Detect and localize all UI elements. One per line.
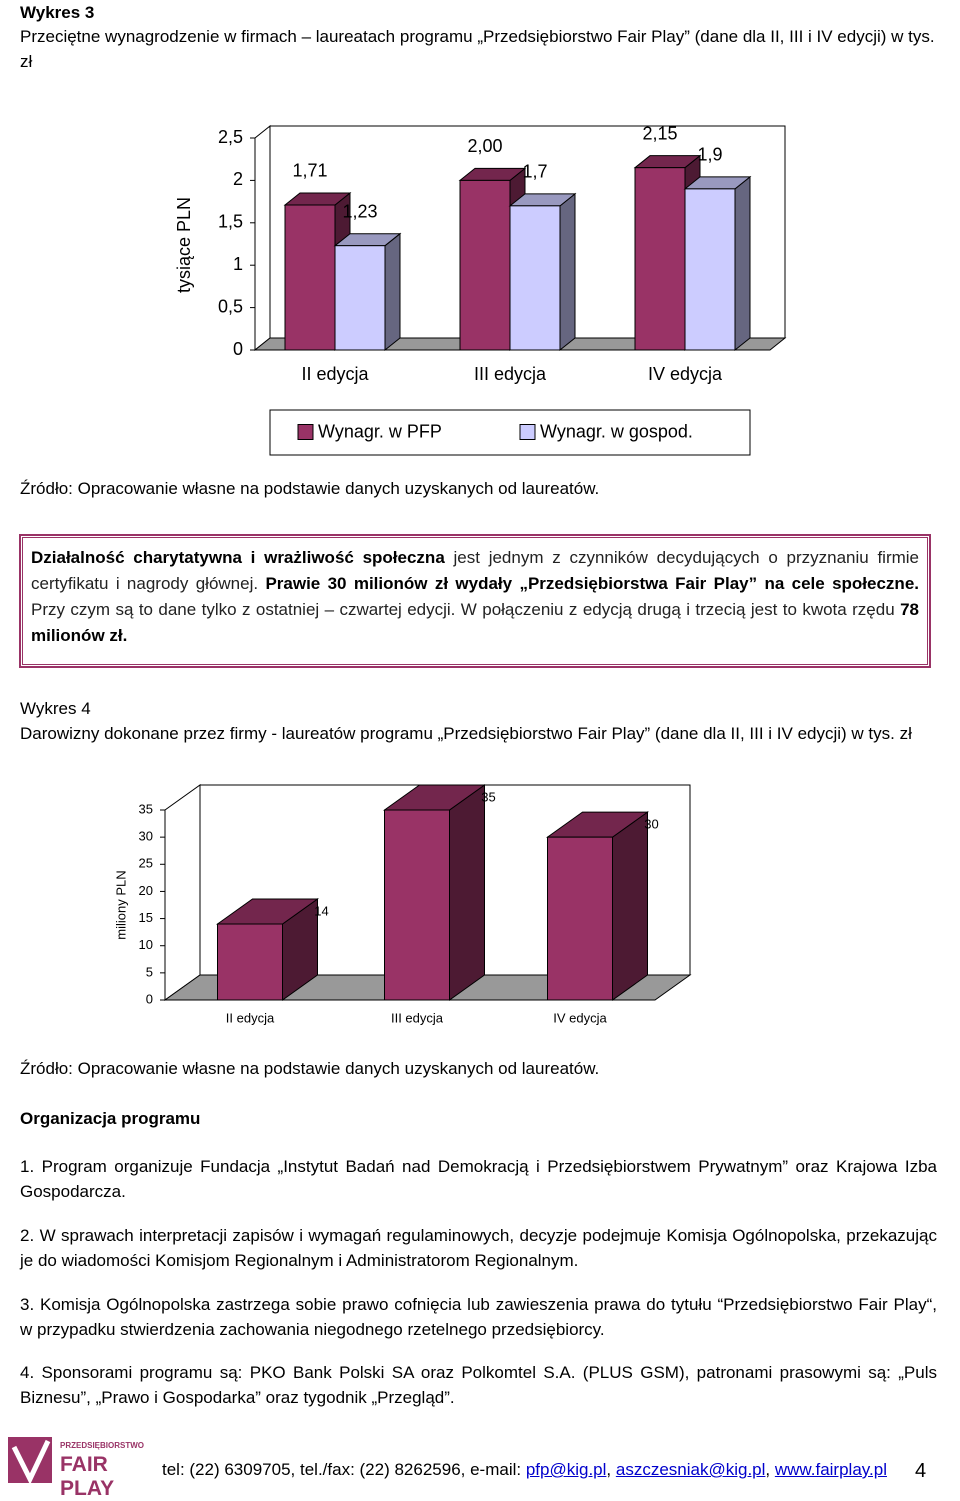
y-tick-label: 15: [139, 910, 153, 925]
y-axis-label: tysiące PLN: [174, 197, 194, 293]
legend-label: Wynagr. w PFP: [318, 421, 442, 441]
y-tick-label: 20: [139, 883, 153, 898]
footer-text: ,: [765, 1460, 775, 1479]
y-tick-label: 2,5: [218, 127, 243, 147]
chart-label: Wykres 4: [20, 699, 91, 718]
bar: [684, 188, 736, 351]
bar-side: [449, 784, 485, 1001]
y-tick-label: 35: [139, 801, 153, 816]
bar: [459, 179, 511, 351]
y-tick-label: 0: [146, 991, 153, 1006]
y-tick-label: 10: [139, 937, 153, 952]
source: Źródło: Opracowanie własne na podstawie …: [20, 1059, 600, 1078]
x-tick-label: IV edycja: [648, 364, 723, 384]
logo-main: FAIR PLAY: [60, 1453, 115, 1500]
y-tick-label: 30: [139, 829, 153, 844]
source: Źródło: Opracowanie własne na podstawie …: [20, 479, 600, 498]
x-tick-label: III edycja: [391, 1010, 444, 1025]
y-axis-label: miliony PLN: [113, 870, 128, 939]
legend-label: Wynagr. w gospod.: [540, 421, 693, 441]
chart-title: Przeciętne wynagrodzenie w firmach – lau…: [20, 27, 935, 71]
y-tick-label: 0,5: [218, 296, 243, 316]
bar: [334, 245, 386, 351]
x-tick-label: III edycja: [474, 364, 547, 384]
logo-mark: [8, 1437, 52, 1485]
text-run: jest jednym z czynników decydujących o p…: [31, 548, 919, 593]
list-item: 1. Program organizuje Fundacja „Instytut…: [20, 1157, 937, 1201]
data-label: 30: [644, 817, 658, 832]
bar: [509, 205, 561, 351]
bar: [547, 836, 613, 1001]
data-label: 1,23: [342, 201, 377, 221]
bar-side: [734, 175, 751, 352]
y-tick-label: 2: [233, 169, 243, 189]
footer-text: ,: [606, 1460, 616, 1479]
link[interactable]: www.fairplay.pl: [774, 1460, 887, 1479]
side-wall: [164, 784, 201, 1001]
text-run: 78 milionów zł.: [31, 600, 919, 645]
list-item: 3. Komisja Ogólnopolska zastrzega sobie …: [20, 1295, 937, 1339]
legend-swatch: [297, 424, 314, 440]
bar-side: [384, 232, 401, 352]
y-tick-label: 0: [233, 339, 243, 359]
x-tick-label: IV edycja: [553, 1010, 607, 1025]
bar: [634, 167, 686, 351]
text-run: Prawie 30 milionów zł wydały „Przedsiębi…: [265, 574, 919, 593]
legend-swatch: [519, 424, 536, 440]
y-tick-label: 25: [139, 856, 153, 871]
chart: 0 5 10 15 20 25 30 35 miliony PLN II edycja III ed…: [113, 784, 692, 1025]
list-item: 2. W sprawach interpretacji zapisów i wy…: [20, 1226, 937, 1270]
list-item: 4. Sponsorami programu są: PKO Bank Pols…: [20, 1363, 937, 1407]
data-label: 14: [314, 903, 328, 918]
bar: [284, 204, 336, 351]
data-label: 2,00: [467, 136, 502, 156]
x-tick-label: II edycja: [226, 1010, 275, 1025]
link[interactable]: aszczesniak@kig.pl: [615, 1460, 766, 1479]
chart-label: Wykres 3: [20, 3, 95, 22]
bar: [217, 923, 283, 1001]
link[interactable]: pfp@kig.pl: [525, 1460, 607, 1479]
side-wall: [254, 124, 271, 352]
data-label: 1,9: [697, 145, 722, 165]
footer-text: tel: (22) 6309705, tel./fax: (22) 826259…: [162, 1460, 526, 1479]
y-tick-label: 1,5: [218, 212, 243, 232]
chart: 0 0,5 1 1,5 2 2,5 tysiące PLN II edycja III edyc…: [174, 123, 787, 456]
text-run: Działalność charytatywna i wrażliwość sp…: [31, 548, 445, 567]
x-tick-label: II edycja: [301, 364, 369, 384]
bar: [384, 809, 450, 1001]
logo-top: PRZEDSIĘBIORSTWO: [60, 1441, 145, 1450]
y-tick-label: 5: [146, 964, 153, 979]
bar-side: [559, 192, 576, 352]
footer: tel: (22) 6309705, tel./fax: (22) 826259…: [162, 1457, 887, 1482]
page-number: 4: [915, 1460, 927, 1482]
logo: PRZEDSIĘBIORSTWO FAIR PLAY: [8, 1437, 153, 1500]
y-tick-label: 1: [233, 254, 243, 274]
data-label: 2,15: [642, 123, 677, 143]
data-label: 35: [481, 789, 495, 804]
chart-title: Darowizny dokonane przez firmy - laureat…: [20, 724, 912, 743]
text-run: Przy czym są to dane tylko z ostatniej –…: [31, 600, 901, 619]
highlight-box: Działalność charytatywna i wrażliwość sp…: [19, 534, 931, 668]
bar-side: [612, 811, 648, 1001]
data-label: 1,7: [522, 162, 547, 182]
data-label: 1,71: [292, 161, 327, 181]
legend-box: [269, 409, 751, 456]
section-title: Organizacja programu: [20, 1109, 201, 1128]
